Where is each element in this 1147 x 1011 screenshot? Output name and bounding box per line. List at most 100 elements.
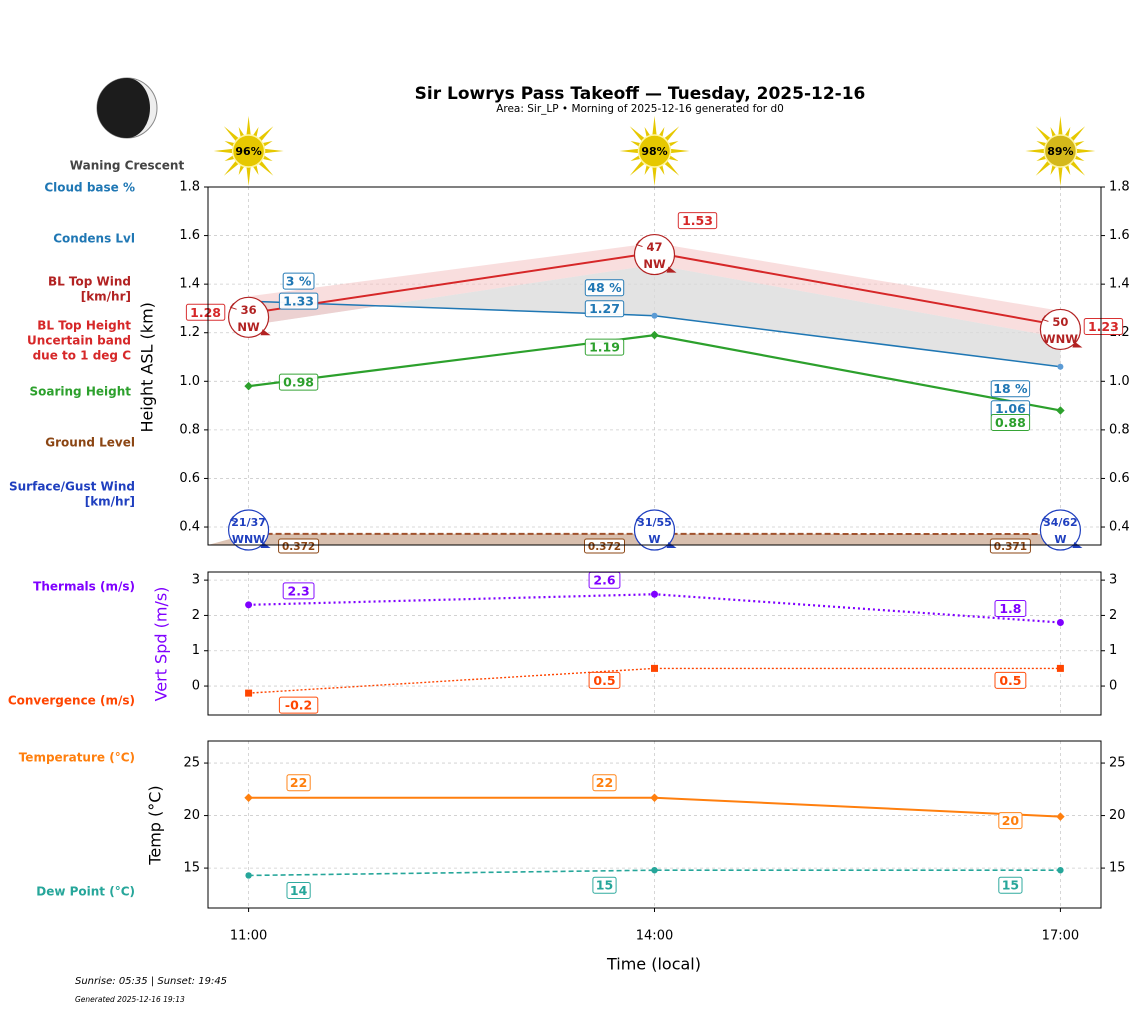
convergence-point [245,689,253,697]
dew-point-label-box [998,876,1023,894]
y-tick-label: 20 [183,808,200,823]
bl-top-label-box [1083,317,1124,335]
surface-wind-speed: 31/55 [637,516,672,529]
y-tick-label: 15 [183,861,200,876]
soaring-point [1056,406,1065,415]
row-label-cloud-base: Cloud base % [44,181,135,195]
y-tick-label: 0 [192,679,200,694]
sun-percent-label: 96% [235,145,261,158]
panel-frame [207,571,1102,716]
condens-point [651,312,658,319]
sun-disc [231,134,266,168]
cloud-percent-label-box [282,272,315,290]
y-tick-label: 1.4 [179,277,200,292]
temperature-point [1056,812,1065,821]
bl-wind-arrow-icon [666,266,677,273]
x-tick-label: 11:00 [230,929,267,944]
thermals-label: 2.6 [593,573,615,588]
temperature-label: 22 [596,775,613,790]
thermals-label-box [282,582,315,600]
y-tick-label: 1 [192,643,200,658]
convergence-label: -0.2 [285,698,312,713]
bl-wind-circle [227,296,270,338]
dew-point-point [651,866,658,874]
convergence-label: 0.5 [593,673,615,688]
temperature-label: 20 [1002,813,1020,828]
cloud-percent-label-box [990,380,1031,398]
row-label-bl-wind: BL Top Wind [48,275,131,289]
convergence-label-box [278,696,319,714]
soaring-height-label-box [584,338,625,356]
generated-timestamp: Generated 2025-12-16 19:13 [75,995,185,1004]
bl-wind-arrow-icon [1072,341,1083,348]
bl-wind-direction: WNW [1043,332,1078,346]
sun-ray [1025,148,1047,154]
dew-point-label-box [592,876,617,894]
sun-ray [246,164,251,186]
temperature-label-box [286,774,311,792]
ground-level-label-box [989,538,1031,554]
chart-subtitle: Area: Sir_LP • Morning of 2025-12-16 gen… [496,103,784,115]
bl-top-label: 1.28 [190,305,221,320]
bl-top-label: 1.53 [682,213,713,228]
y-tick-label-right: 0.8 [1109,422,1130,437]
y-tick-label: 25 [183,756,200,771]
sun-ray [652,116,657,138]
bl-wind-barb-icon [1041,315,1049,322]
row-label-bl-height: Uncertain band [27,334,131,348]
sun-ray [1058,164,1063,186]
y-tick-label-right: 15 [1109,861,1126,876]
sun-disc [1043,134,1078,168]
panel-frame [207,186,1102,546]
sun-ray [1058,116,1063,138]
thermals-label: 2.3 [288,583,310,598]
x-axis-label: Time (local) [606,955,701,974]
y-tick-label: 1.2 [179,325,200,340]
ground-level-label: 0.372 [588,541,621,553]
surface-wind-direction: WNW [232,533,265,546]
y-tick-label: 1.0 [179,374,200,389]
cloud-percent-label: 48 % [587,280,622,295]
soaring-point [244,381,253,391]
y-tick-label: 2 [192,608,200,623]
dew-point-point [1057,866,1064,874]
y-tick-label-right: 1.8 [1109,180,1130,195]
moon-phase-label: Waning Crescent [70,159,185,173]
y-tick-label-right: 20 [1109,808,1126,823]
ground-level-label: 0.372 [282,541,315,553]
surface-wind-direction: W [648,533,660,546]
condens-level-label: 1.33 [283,294,314,309]
chart-title: Sir Lowrys Pass Takeoff — Tuesday, 2025-… [415,84,866,104]
soaring-height-label-box [278,373,319,391]
cloud-percent-label: 3 % [286,274,312,289]
moon-shadow-icon [97,78,150,138]
sun-icon [1025,116,1096,186]
cloud-percent-label-box [584,279,625,297]
bl-wind-direction: NW [643,257,666,271]
condens-level-label: 1.06 [995,401,1026,416]
bl-wind-barb-icon [635,240,643,248]
x-tick-label: 14:00 [636,929,673,944]
sun-ray [619,148,641,154]
y-tick-label-right: 3 [1109,573,1117,588]
panel-frame [207,740,1102,909]
bl-wind-direction: NW [237,320,260,334]
y-tick-label: 0.6 [179,471,200,486]
dew-point-label: 15 [596,878,613,893]
y-tick-label-right: 1.0 [1109,374,1130,389]
surface-wind-barb-icon [1041,515,1049,523]
soaring-height-label: 1.19 [589,340,620,355]
y-tick-label-right: 25 [1109,756,1126,771]
sun-ray [668,148,690,154]
sun-times: Sunrise: 05:35 | Sunset: 19:45 [75,976,227,987]
surface-wind-circle [633,509,676,551]
y-tick-label: 1.6 [179,228,200,243]
dew-point-point [245,872,252,879]
convergence-point [651,664,658,672]
bl-wind-speed: 47 [646,240,662,254]
thermals-point [245,601,253,609]
ground-level-label: 0.371 [994,541,1027,553]
condens-level-label-box [278,292,319,310]
